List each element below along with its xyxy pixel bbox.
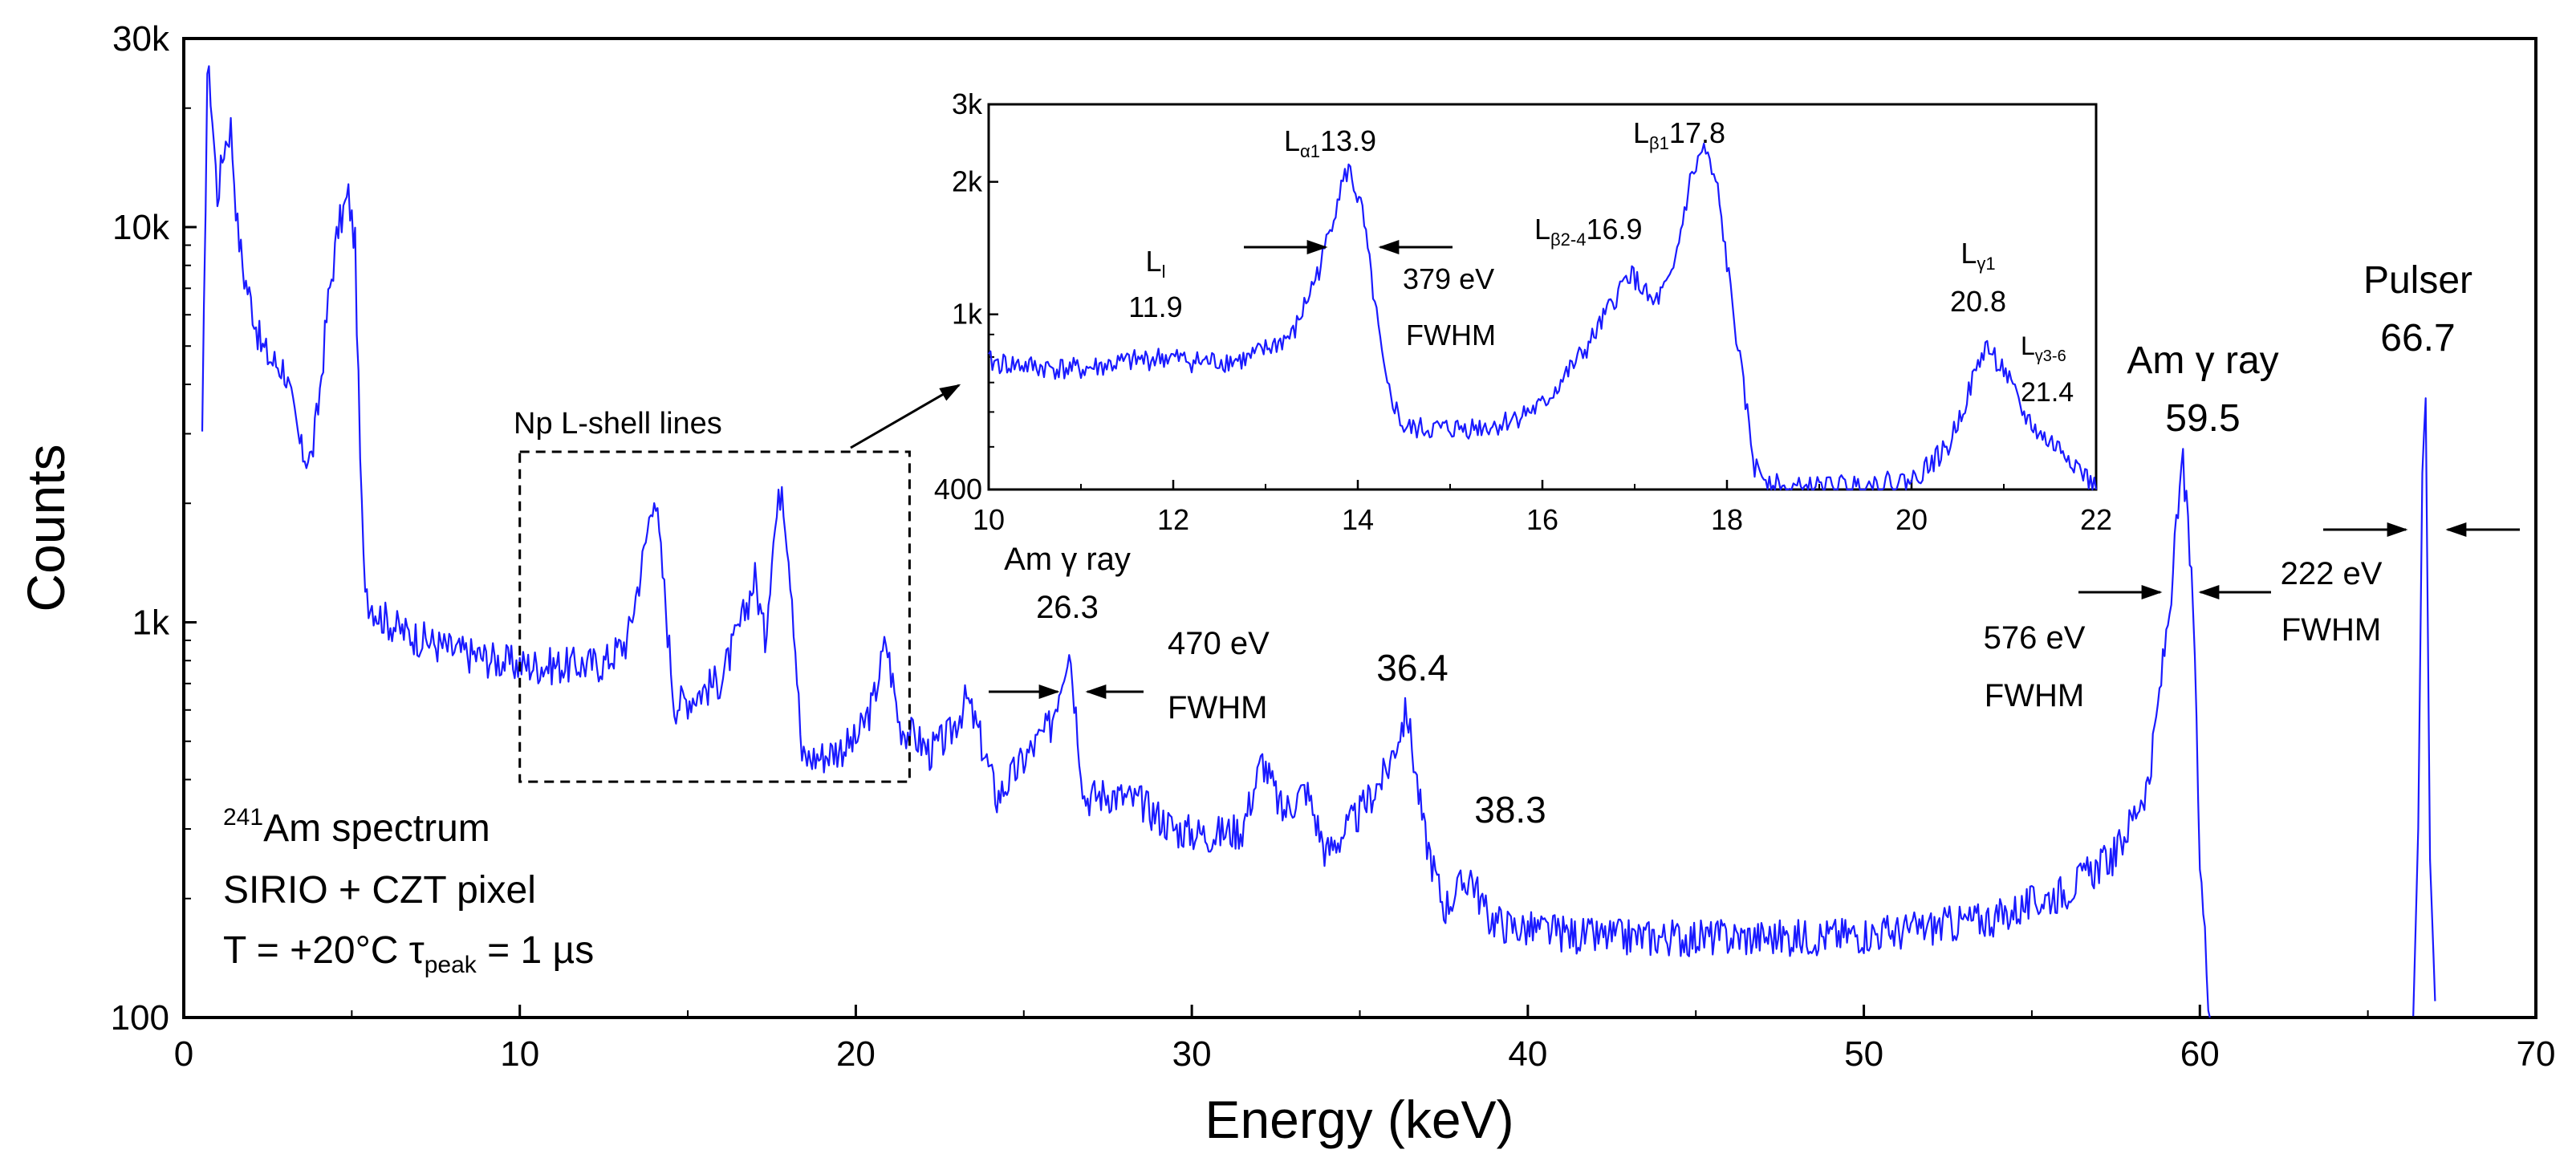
inset-x-tick-label: 16	[1526, 503, 1558, 536]
x-axis-label: Energy (keV)	[1205, 1090, 1514, 1149]
np-lshell-label: Np L-shell lines	[514, 407, 722, 441]
inset-label-lg1-value: 20.8	[1950, 285, 2006, 318]
y-axis-ticks: 100 1k 10k 30k	[111, 19, 197, 1038]
inset-chart: 10 12 14 16 18 20 22 400 1k 2k 3k Ll 11.9 Lα113.9…	[934, 87, 2112, 536]
inset-label-la1-main: L	[1284, 124, 1300, 157]
pulser-label: Pulser	[2363, 259, 2472, 302]
am-gamma-26-value: 26.3	[1036, 590, 1099, 625]
inset-x-tick-label: 18	[1711, 503, 1743, 536]
am-gamma-59-value: 59.5	[2165, 397, 2240, 440]
y-tick-label: 1k	[132, 603, 170, 642]
inset-label-lg36-main: L	[2021, 331, 2035, 360]
fwhm-470-label: FWHM	[1168, 690, 1267, 725]
fwhm-222-value: 222 eV	[2281, 556, 2383, 591]
inset-y-axis-ticks: 400 1k 2k 3k	[934, 87, 998, 506]
x-tick-label: 40	[1508, 1034, 1547, 1074]
inset-label-lg36-sub: γ3-6	[2035, 347, 2066, 365]
fwhm-379-value: 379 eV	[1403, 262, 1494, 295]
inset-label-lg1: Lγ1	[1960, 237, 1995, 274]
x-tick-label: 50	[1844, 1034, 1883, 1074]
inset-pointer-arrow	[850, 384, 961, 449]
inset-label-lb1-value: 17.8	[1669, 116, 1725, 149]
inset-x-tick-label: 14	[1342, 503, 1374, 536]
inset-y-tick-label: 400	[934, 473, 982, 506]
x-tick-label: 20	[836, 1034, 876, 1074]
inset-x-tick-label: 10	[973, 503, 1005, 536]
inset-x-tick-label: 20	[1895, 503, 1928, 536]
info-box: 241Am spectrum SIRIO + CZT pixel T = +20…	[223, 804, 594, 978]
np-lshell-region-box	[518, 450, 911, 783]
y-axis-label: Counts	[16, 444, 75, 611]
info-peak-time: = 1 µs	[477, 929, 594, 972]
am-gamma-26-label: Am γ ray	[1004, 542, 1131, 577]
info-peak-subscript: peak	[425, 952, 477, 978]
inset-label-lg1-sub: γ1	[1977, 254, 1995, 274]
inset-y-tick-label: 3k	[952, 87, 983, 120]
x-tick-label: 30	[1172, 1034, 1212, 1074]
x-tick-label: 70	[2517, 1034, 2556, 1074]
fwhm-576-label: FWHM	[1985, 678, 2084, 713]
info-line-3: T = +20°C τpeak = 1 µs	[223, 929, 594, 978]
x-tick-label: 10	[500, 1034, 539, 1074]
pulser-line	[2412, 397, 2436, 1017]
fwhm-470-value: 470 eV	[1168, 626, 1270, 661]
spectrum-line	[201, 65, 2211, 1018]
inset-label-ll-main: L	[1146, 245, 1162, 278]
x-tick-label: 60	[2180, 1034, 2220, 1074]
inset-label-lg36: Lγ3-6	[2021, 331, 2066, 365]
inset-label-lb24-sub: β2-4	[1550, 230, 1586, 250]
inset-label-lb1: Lβ117.8	[1633, 116, 1725, 153]
inset-label-ll-value: 11.9	[1128, 290, 1182, 323]
inset-label-lg1-main: L	[1960, 237, 1977, 270]
inset-y-tick-label: 2k	[952, 165, 983, 198]
inset-x-axis-ticks: 10 12 14 16 18 20 22	[973, 480, 2112, 536]
y-tick-label: 10k	[112, 208, 170, 247]
inset-x-tick-label: 12	[1157, 503, 1189, 536]
inset-spectrum-line	[988, 142, 2098, 491]
inset-label-lb24-main: L	[1534, 213, 1550, 246]
inset-label-lb24: Lβ2-416.9	[1534, 213, 1643, 250]
fwhm-222-label: FWHM	[2281, 612, 2381, 648]
peak-36-4-label: 36.4	[1376, 647, 1448, 689]
info-line-1: 241Am spectrum	[223, 804, 490, 850]
info-temp-tau: T = +20°C τ	[223, 929, 425, 972]
info-isotope-superscript: 241	[223, 804, 263, 831]
fwhm-379-label: FWHM	[1406, 319, 1496, 351]
main-series-group	[201, 65, 2436, 1018]
peak-38-3-label: 38.3	[1474, 789, 1546, 831]
inset-label-la1-sub: α1	[1300, 141, 1320, 161]
y-tick-label: 100	[111, 998, 169, 1038]
inset-y-tick-label: 1k	[952, 298, 983, 331]
inset-label-lb1-sub: β1	[1649, 133, 1669, 153]
inset-label-lb24-value: 16.9	[1586, 213, 1642, 246]
inset-label-ll: Ll	[1146, 245, 1166, 282]
fwhm-576-value: 576 eV	[1984, 620, 2086, 656]
info-spectrum-text: Am spectrum	[263, 807, 490, 850]
inset-label-ll-sub: l	[1162, 262, 1166, 282]
inset-label-la1-value: 13.9	[1320, 124, 1376, 157]
x-axis-ticks: 0 10 20 30 40 50 60 70	[174, 1005, 2556, 1074]
inset-label-la1: Lα113.9	[1284, 124, 1376, 161]
inset-frame	[987, 103, 2098, 491]
inset-x-tick-label: 22	[2080, 503, 2112, 536]
am-gamma-59-label: Am γ ray	[2127, 339, 2278, 382]
pulser-value: 66.7	[2380, 317, 2455, 360]
inset-label-lb1-main: L	[1633, 116, 1649, 149]
inset-series-group	[988, 142, 2098, 491]
inset-label-lg36-value: 21.4	[2021, 377, 2074, 408]
y-tick-label: 30k	[112, 19, 170, 59]
x-tick-label: 0	[174, 1034, 193, 1074]
info-line-2: SIRIO + CZT pixel	[223, 869, 536, 912]
